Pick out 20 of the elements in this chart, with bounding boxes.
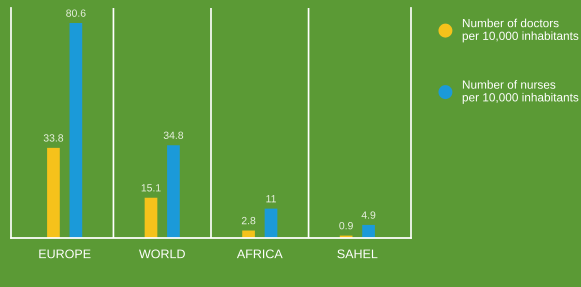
bar (264, 208, 278, 238)
bar (70, 23, 82, 238)
x-tick-label: WORLD (139, 249, 185, 258)
data-label: 34.8 (164, 132, 184, 139)
bar (144, 198, 158, 238)
bar (362, 224, 375, 238)
data-label: 33.8 (44, 134, 64, 142)
legend-label: Number of doctors per 10,000 inhabitants (462, 18, 578, 42)
data-label: 0.9 (339, 222, 353, 230)
data-label: 80.6 (66, 9, 86, 17)
data-label: 11 (266, 195, 276, 202)
data-label: 15.1 (142, 184, 161, 192)
bar (47, 148, 60, 238)
legend-label: Number of nurses per 10,000 inhabitants (462, 80, 578, 104)
data-label: 2.8 (242, 216, 256, 224)
data-label: 4.9 (362, 211, 376, 219)
x-tick-label: AFRICA (236, 249, 283, 258)
x-tick-label: SAHEL (337, 249, 378, 258)
bar (167, 145, 180, 238)
x-tick-label: EUROPE (39, 249, 91, 258)
